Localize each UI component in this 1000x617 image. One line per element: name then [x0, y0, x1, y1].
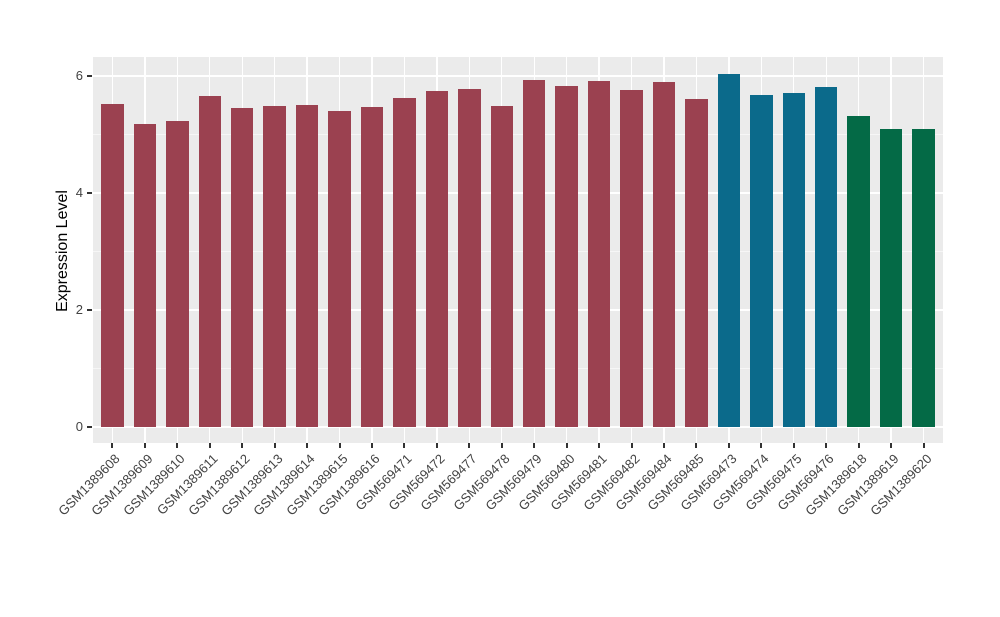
x-tick-mark	[403, 443, 406, 448]
bar	[555, 85, 578, 427]
plot-panel	[93, 57, 943, 443]
x-tick-mark	[565, 443, 568, 448]
y-tick-mark	[87, 75, 92, 77]
bar	[879, 129, 903, 427]
y-tick-mark	[87, 426, 92, 428]
x-tick-mark	[273, 443, 276, 448]
bar	[782, 92, 805, 427]
x-tick-mark	[630, 443, 633, 448]
grid-major-h-line	[93, 309, 943, 311]
bar	[166, 121, 189, 427]
x-tick-mark	[760, 443, 763, 448]
x-tick-mark	[727, 443, 730, 448]
x-tick-mark	[792, 443, 795, 448]
x-tick-mark	[922, 443, 925, 448]
grid-minor-h-line	[93, 368, 943, 369]
x-tick-mark	[857, 443, 860, 448]
x-tick-mark	[533, 443, 536, 448]
bar	[814, 87, 838, 427]
bar	[490, 106, 514, 427]
x-tick-mark	[143, 443, 146, 448]
bar	[522, 79, 546, 427]
x-tick-mark	[435, 443, 438, 448]
y-tick-label: 4	[75, 185, 83, 200]
y-tick-label: 2	[75, 302, 83, 317]
x-tick-mark	[176, 443, 179, 448]
bar	[198, 95, 222, 427]
x-tick-mark	[695, 443, 698, 448]
x-tick-mark	[306, 443, 309, 448]
bar	[652, 82, 676, 427]
bar	[393, 98, 416, 427]
bar	[101, 104, 124, 427]
bar	[360, 107, 384, 427]
grid-major-h-line	[93, 426, 943, 428]
y-tick-mark	[87, 192, 92, 194]
bar	[230, 108, 254, 427]
bar	[458, 88, 481, 427]
grid-minor-h-line	[93, 134, 943, 135]
y-tick-label: 0	[75, 419, 83, 434]
x-tick-mark	[111, 443, 114, 448]
grid-minor-h-line	[93, 251, 943, 252]
x-tick-mark	[825, 443, 828, 448]
x-tick-mark	[500, 443, 503, 448]
bar	[328, 111, 351, 427]
bar	[717, 74, 741, 427]
bar	[847, 115, 870, 427]
x-tick-mark	[662, 443, 665, 448]
bar	[425, 91, 449, 427]
bar	[685, 98, 708, 427]
x-tick-mark	[338, 443, 341, 448]
y-tick-mark	[87, 309, 92, 311]
x-tick-mark	[208, 443, 211, 448]
bar	[912, 129, 935, 427]
x-tick-mark	[468, 443, 471, 448]
bar	[263, 105, 286, 427]
x-tick-mark	[890, 443, 893, 448]
bar	[295, 105, 319, 427]
grid-major-h-line	[93, 192, 943, 194]
bar	[750, 94, 773, 427]
bar	[620, 90, 643, 427]
grid-major-h-line	[93, 75, 943, 77]
y-axis-title: Expression Level	[54, 190, 71, 312]
x-tick-mark	[371, 443, 373, 448]
x-tick-mark	[598, 443, 601, 448]
x-tick-mark	[241, 443, 244, 448]
bar	[587, 81, 611, 427]
y-tick-label: 6	[75, 68, 83, 83]
bar	[133, 123, 157, 427]
